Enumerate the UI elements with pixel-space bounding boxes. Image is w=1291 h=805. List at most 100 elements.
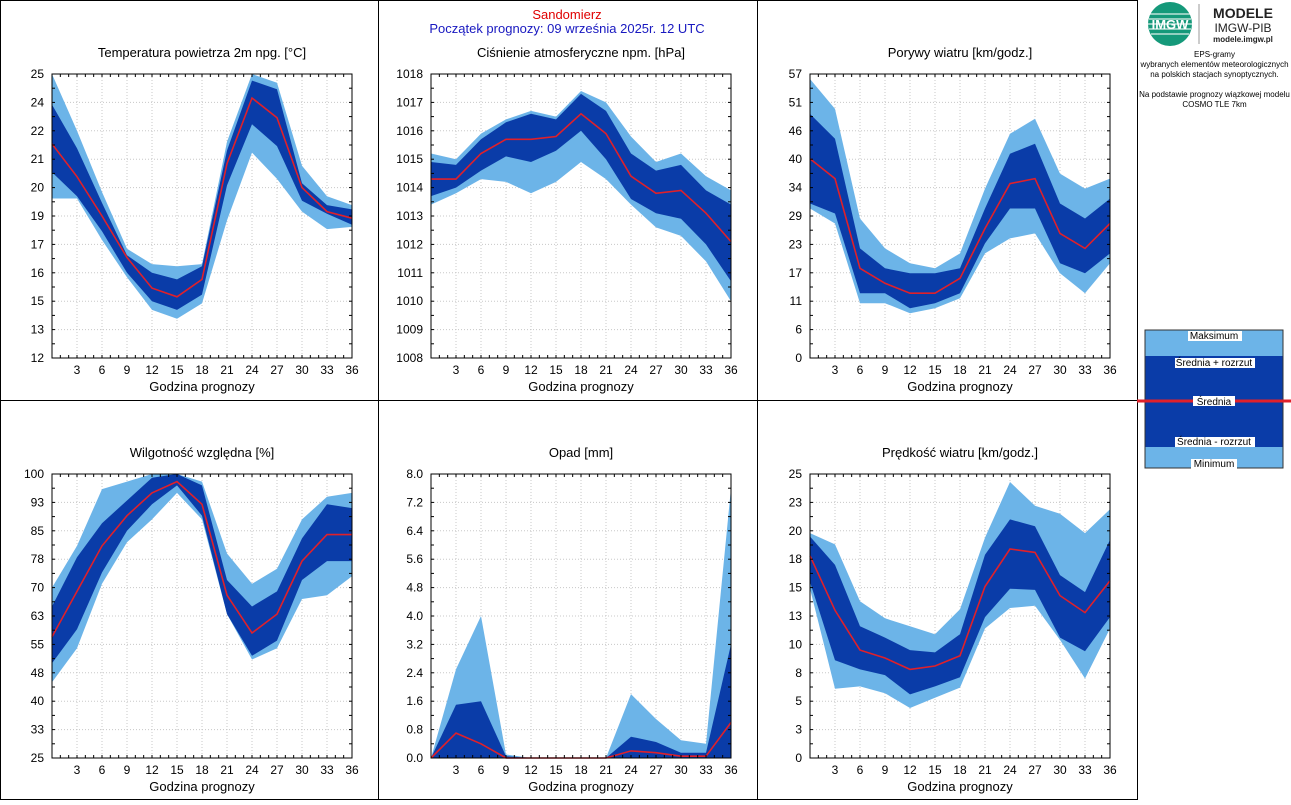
y-tick-label: 21: [31, 152, 45, 166]
x-tick-label: 21: [599, 763, 613, 777]
x-tick-label: 15: [928, 763, 942, 777]
y-tick-label: 18: [789, 552, 803, 566]
chart-title: Ciśnienie atmosferyczne npm. [hPa]: [477, 45, 685, 60]
x-tick-label: 36: [724, 363, 738, 377]
y-tick-label: 29: [789, 209, 803, 223]
imgw-logo: IMGW MODELE IMGW-PIB modele.imgw.pl: [1148, 2, 1273, 46]
y-tick-label: 1.6: [406, 694, 423, 708]
x-tick-label: 6: [857, 763, 864, 777]
chart-panel-4: Opad [mm] 0.0 0.8 1.6 2.4 3.2 4.0 4.8 5.6 6.4 7.2 8…: [406, 445, 738, 794]
x-tick-label: 6: [478, 363, 485, 377]
y-tick-label: 63: [31, 609, 45, 623]
x-tick-label: 6: [478, 763, 485, 777]
y-tick-label: 5.6: [406, 552, 423, 566]
y-tick-label: 20: [789, 524, 803, 538]
x-tick-label: 12: [903, 763, 917, 777]
x-tick-label: 33: [1078, 363, 1092, 377]
chart-title: Porywy wiatru [km/godz.]: [888, 45, 1033, 60]
y-tick-label: 2.4: [406, 666, 423, 680]
x-axis-label: Godzina prognozy: [907, 379, 1013, 394]
spread-band: [52, 80, 352, 310]
x-tick-label: 21: [220, 363, 234, 377]
x-tick-label: 18: [195, 763, 209, 777]
info-text: EPS-gramy wybranych elementów meteorolog…: [1138, 50, 1291, 120]
brand-subtitle: IMGW-PIB: [1214, 21, 1271, 35]
y-tick-label: 19: [31, 209, 45, 223]
y-tick-label: 25: [31, 751, 45, 765]
x-tick-label: 9: [503, 363, 510, 377]
y-tick-label: 7.2: [406, 495, 423, 509]
x-tick-label: 6: [857, 363, 864, 377]
mean-line: [51, 480, 352, 638]
y-tick-label: 13: [31, 323, 45, 337]
y-tick-label: 3.2: [406, 637, 423, 651]
y-tick-label: 40: [31, 694, 45, 708]
y-tick-label: 46: [789, 124, 803, 138]
mean-line: [51, 96, 353, 298]
y-tick-label: 78: [31, 552, 45, 566]
chart-panel-5: Prędkość wiatru [km/godz.] 0 3 5 8 10 13 15 18 20…: [789, 445, 1117, 794]
min-max-band: [810, 79, 1110, 314]
y-tick-label: 24: [31, 95, 45, 109]
legend: Maksimum Średnia + rozrzut Średnia Średn…: [1137, 329, 1291, 470]
x-tick-label: 33: [699, 763, 713, 777]
x-tick-label: 12: [903, 363, 917, 377]
y-tick-label: 6: [795, 323, 802, 337]
mean-line: [809, 158, 1111, 294]
y-tick-label: 13: [789, 609, 803, 623]
x-tick-label: 30: [674, 363, 688, 377]
legend-label-mean-plus: Średnia + rozrzut: [1176, 356, 1253, 369]
y-tick-label: 11: [790, 294, 803, 308]
x-tick-label: 21: [220, 763, 234, 777]
y-tick-label: 22: [31, 124, 45, 138]
x-tick-label: 21: [978, 763, 992, 777]
x-tick-label: 24: [245, 363, 259, 377]
y-tick-label: 20: [31, 181, 45, 195]
legend-label-max: Maksimum: [1190, 331, 1238, 342]
x-axis-label: Godzina prognozy: [528, 779, 634, 794]
y-tick-label: 1008: [396, 351, 423, 365]
spread-band: [810, 519, 1110, 695]
charts-layer: Temperatura powietrza 2m npg. [°C] 12 13 15…: [24, 45, 1117, 794]
x-tick-label: 9: [882, 763, 889, 777]
x-tick-label: 27: [1028, 363, 1042, 377]
y-tick-label: 10: [789, 637, 803, 651]
y-tick-label: 25: [789, 467, 803, 481]
x-tick-label: 18: [574, 763, 588, 777]
y-tick-label: 8.0: [406, 467, 423, 481]
chart-panel-2: Porywy wiatru [km/godz.] 0 6 11 17 23 29 34 40 46…: [789, 45, 1117, 394]
x-tick-label: 27: [270, 363, 284, 377]
x-tick-label: 12: [524, 763, 538, 777]
x-tick-label: 30: [295, 363, 309, 377]
forecast-start-title: Początek prognozy: 09 września 2025r. 12…: [429, 21, 704, 36]
x-tick-label: 18: [953, 763, 967, 777]
x-tick-label: 21: [978, 363, 992, 377]
y-tick-label: 17: [789, 266, 803, 280]
x-tick-label: 18: [953, 363, 967, 377]
y-tick-label: 15: [789, 581, 803, 595]
x-tick-label: 36: [724, 763, 738, 777]
y-tick-label: 1015: [396, 152, 423, 166]
x-tick-label: 24: [1003, 763, 1017, 777]
y-tick-label: 15: [31, 294, 45, 308]
y-tick-label: 57: [789, 67, 803, 81]
y-tick-label: 0.0: [406, 751, 423, 765]
y-tick-label: 1010: [396, 294, 423, 308]
mean-line: [431, 112, 732, 243]
x-tick-label: 36: [1103, 763, 1117, 777]
y-tick-label: 0: [795, 351, 802, 365]
y-tick-label: 1014: [396, 181, 423, 195]
y-tick-label: 48: [31, 666, 45, 680]
x-tick-label: 12: [145, 363, 159, 377]
y-tick-label: 1016: [396, 124, 423, 138]
x-tick-label: 24: [624, 363, 638, 377]
y-tick-label: 70: [31, 581, 45, 595]
y-tick-label: 1013: [396, 209, 423, 223]
y-tick-label: 4.0: [406, 609, 423, 623]
x-tick-label: 3: [832, 363, 839, 377]
y-tick-label: 1012: [396, 237, 423, 251]
x-tick-label: 24: [1003, 363, 1017, 377]
y-tick-label: 55: [31, 637, 45, 651]
